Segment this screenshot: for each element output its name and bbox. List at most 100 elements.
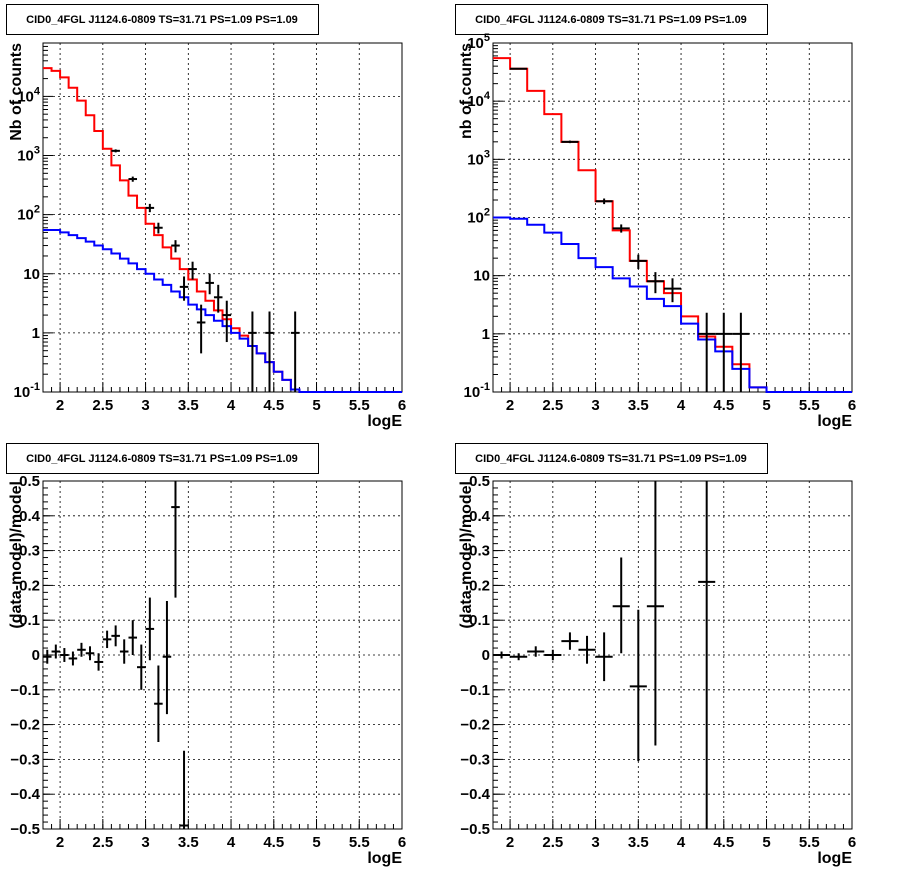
x-tick-label: 4.5 [263,397,284,414]
x-tick-label: 4.5 [713,834,734,851]
data-point [94,653,103,671]
data-point [698,312,716,392]
y-tick-label: 0.4 [19,508,41,525]
chart-title: CID0_4FGL J1124.6-0809 TS=31.71 PS=1.09 … [475,14,747,26]
chart-title-box [6,443,319,474]
data-point [527,646,545,657]
chart-title-box [455,443,768,474]
y-tick-label: 104 [467,90,491,110]
y-axis-label: (data-model)/model [458,481,475,629]
x-tick-label: 2 [56,397,64,414]
y-tick-label: 10 [23,266,40,283]
y-tick-label: −0.1 [10,682,40,699]
chart-title-box [6,4,319,35]
data-point [612,557,630,654]
y-tick-label: −0.4 [10,786,40,803]
data-point [60,648,69,662]
x-axis-label: logE [367,413,402,430]
histogram-line-2 [493,216,852,393]
chart-title: CID0_4FGL J1124.6-0809 TS=31.71 PS=1.09 … [26,14,298,26]
y-tick-label: 10 [473,268,490,285]
data-point [222,300,232,343]
x-tick-label: 3.5 [628,834,649,851]
series-group [43,67,402,393]
y-tick-label: 103 [467,148,490,168]
x-tick-label: 5.5 [799,834,820,851]
data-point [646,272,664,294]
x-tick-label: 3 [141,397,149,414]
chart-panel-2: CID0_4FGL J1124.6-0809 TS=31.71 PS=1.09 … [455,4,856,430]
x-tick-label: 5 [762,834,770,851]
chart-title: CID0_4FGL J1124.6-0809 TS=31.71 PS=1.09 … [26,453,298,465]
x-tick-label: 3 [141,834,149,851]
data-point [578,635,596,664]
x-tick-label: 4 [227,397,236,414]
y-tick-label: −0.3 [10,751,40,768]
series-group [43,481,189,829]
y-tick-label: −0.3 [460,751,490,768]
y-tick-label: 0.1 [469,612,490,629]
data-point [128,176,138,182]
data-point [612,224,630,233]
data-point [544,649,562,661]
data-point [595,198,613,205]
y-tick-label: 10-1 [464,381,490,401]
data-point [171,481,180,598]
y-tick-label: 0.5 [469,473,490,490]
x-tick-label: 5.5 [349,397,370,414]
plot-frame [42,42,403,393]
y-tick-label: 1 [482,326,490,343]
y-tick-label: −0.5 [460,821,490,838]
x-tick-label: 5.5 [349,834,370,851]
y-axis-label: (data-model)/model [8,481,25,629]
x-tick-label: 3.5 [178,397,199,414]
x-tick-label: 3 [591,397,599,414]
data-point [179,750,189,829]
chart-panel-4: CID0_4FGL J1124.6-0809 TS=31.71 PS=1.09 … [455,443,856,867]
x-tick-label: 3 [591,834,599,851]
y-tick-label: 103 [17,145,40,165]
x-tick-label: 5 [312,834,320,851]
y-tick-label: 0 [482,647,490,664]
x-tick-label: 3.5 [178,834,199,851]
x-tick-label: 6 [398,834,406,851]
x-tick-label: 4 [677,834,686,851]
chart-title-box [455,4,768,35]
y-tick-label: 0.2 [19,577,40,594]
x-tick-label: 2.5 [92,834,113,851]
data-point [196,304,206,354]
chart-panel-1: CID0_4FGL J1124.6-0809 TS=31.71 PS=1.09 … [6,4,406,430]
data-point [51,644,61,659]
data-point [493,651,511,659]
chart-title: CID0_4FGL J1124.6-0809 TS=31.71 PS=1.09 … [475,453,747,465]
x-tick-label: 2.5 [92,397,113,414]
y-tick-label: −0.2 [460,717,490,734]
x-tick-label: 2 [506,834,514,851]
y-tick-label: 10-1 [14,381,40,401]
data-point [179,276,189,301]
data-point [595,632,613,682]
data-point [154,222,163,234]
data-point [248,311,257,392]
x-tick-label: 3.5 [628,397,649,414]
x-tick-label: 5.5 [799,397,820,414]
x-tick-label: 2.5 [542,397,563,414]
x-tick-label: 6 [398,397,406,414]
y-axis-label: nb of counts [458,43,475,139]
data-point [698,481,716,829]
data-point [128,620,138,655]
data-point [265,311,274,392]
y-tick-label: 0.5 [19,473,40,490]
data-point [629,609,647,762]
data-point [77,642,86,657]
y-tick-label: 0.4 [469,508,491,525]
series-group [493,57,852,393]
x-tick-label: 2 [506,397,514,414]
x-axis-label: logE [817,413,852,430]
x-tick-label: 6 [848,834,856,851]
x-tick-label: 2.5 [542,834,563,851]
x-tick-label: 5 [762,397,770,414]
data-point [111,625,120,647]
data-point [43,649,52,664]
data-point [561,632,579,650]
